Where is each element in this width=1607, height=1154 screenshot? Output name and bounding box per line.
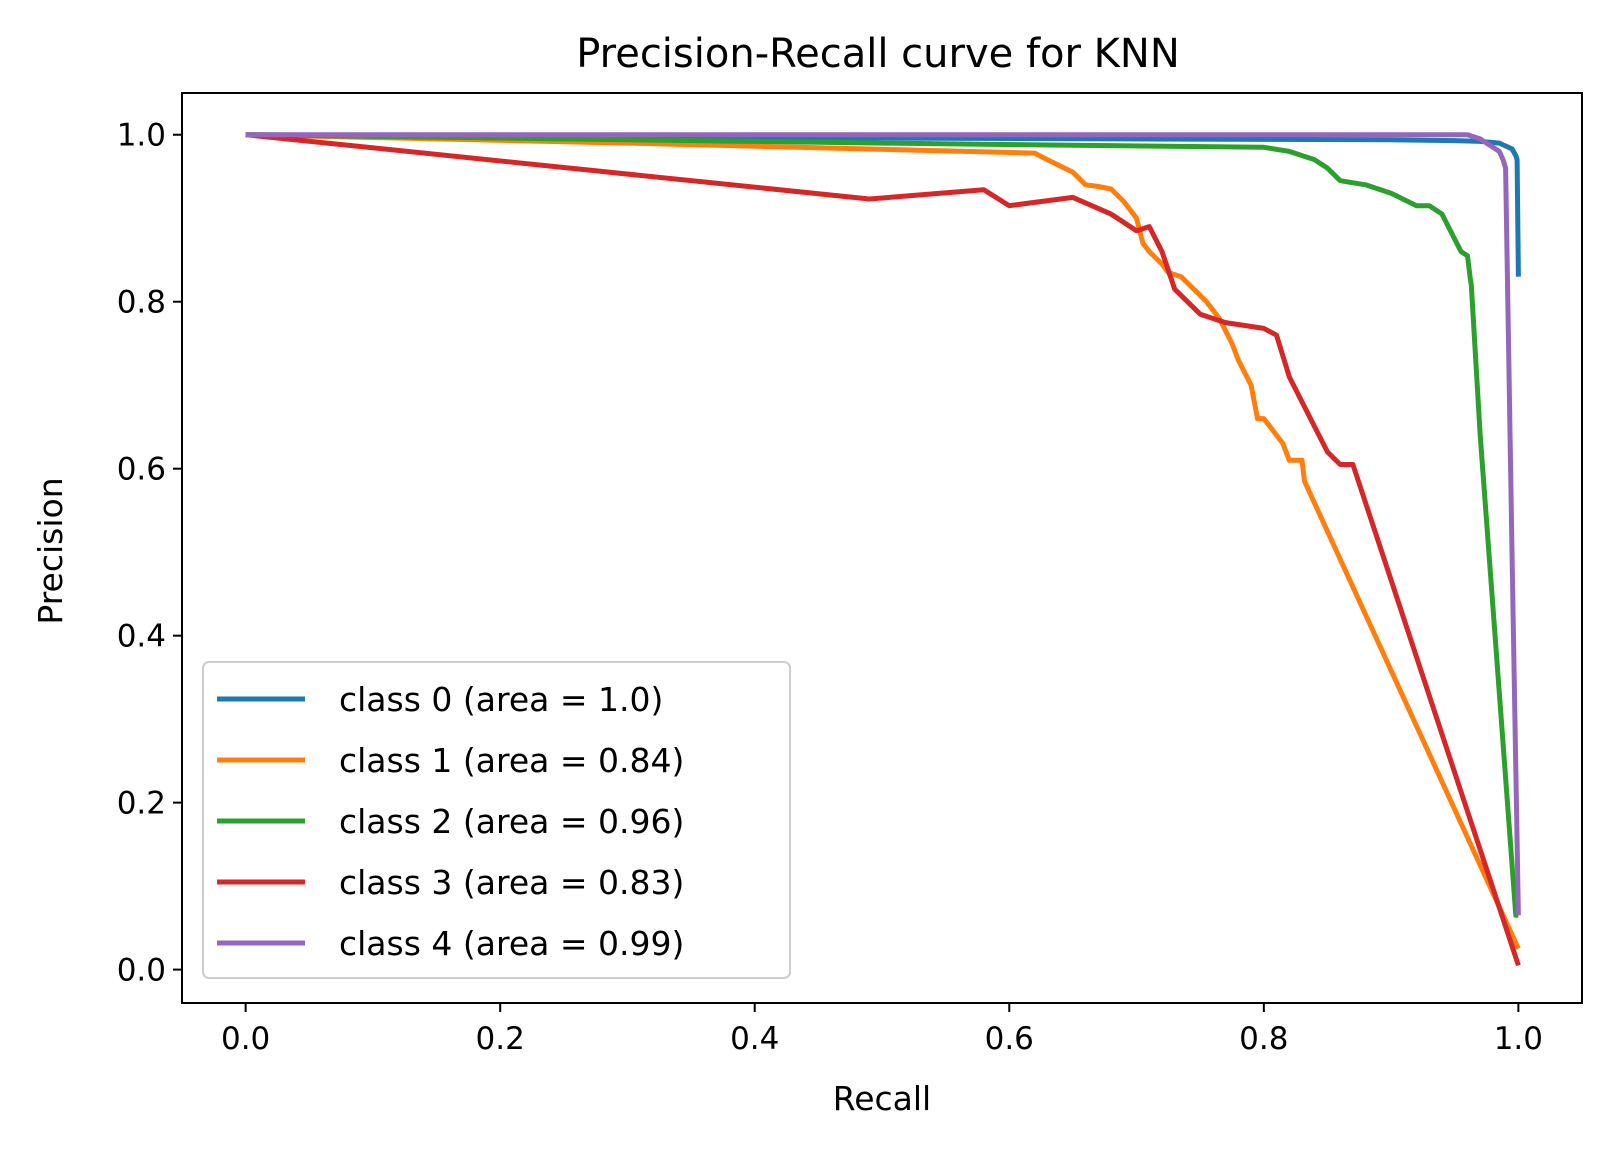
x-axis-label: Recall: [833, 1079, 931, 1118]
y-tick-label: 1.0: [117, 118, 166, 154]
y-axis-label: Precision: [31, 477, 70, 624]
y-tick-label: 0.4: [117, 619, 166, 655]
x-tick-label: 1.0: [1494, 1021, 1543, 1057]
x-tick-label: 0.4: [730, 1021, 779, 1057]
legend-label-class-3: class 3 (area = 0.83): [339, 863, 684, 902]
series-line-class-4: [245, 132, 1521, 916]
legend-label-class-2: class 2 (area = 0.96): [339, 802, 684, 841]
x-tick-label: 0.2: [476, 1021, 525, 1057]
y-tick-label: 0.8: [117, 285, 166, 321]
x-axis: 0.0 0.2 0.4 0.6 0.8 1.0: [221, 1003, 1543, 1057]
legend-label-class-4: class 4 (area = 0.99): [339, 924, 684, 963]
legend-label-class-1: class 1 (area = 0.84): [339, 741, 684, 780]
series-line-class-2: [245, 132, 1519, 918]
y-tick-label: 0.6: [117, 452, 166, 488]
legend-frame: [202, 661, 791, 979]
x-tick-label: 0.0: [221, 1021, 270, 1057]
chart-title: Precision-Recall curve for KNN: [576, 31, 1180, 77]
y-tick-label: 0.2: [117, 786, 166, 822]
y-tick-label: 0.0: [117, 953, 166, 989]
series-line-class-3: [245, 132, 1521, 967]
legend: class 0 (area = 1.0) class 1 (area = 0.84…: [202, 661, 791, 979]
series-line-class-1: [245, 132, 1521, 950]
x-tick-label: 0.6: [985, 1021, 1034, 1057]
y-axis: 0.0 0.2 0.4 0.6 0.8 1.0: [117, 118, 182, 989]
series-layer: [245, 132, 1521, 967]
legend-label-class-0: class 0 (area = 1.0): [339, 680, 663, 719]
x-tick-label: 0.8: [1239, 1021, 1288, 1057]
